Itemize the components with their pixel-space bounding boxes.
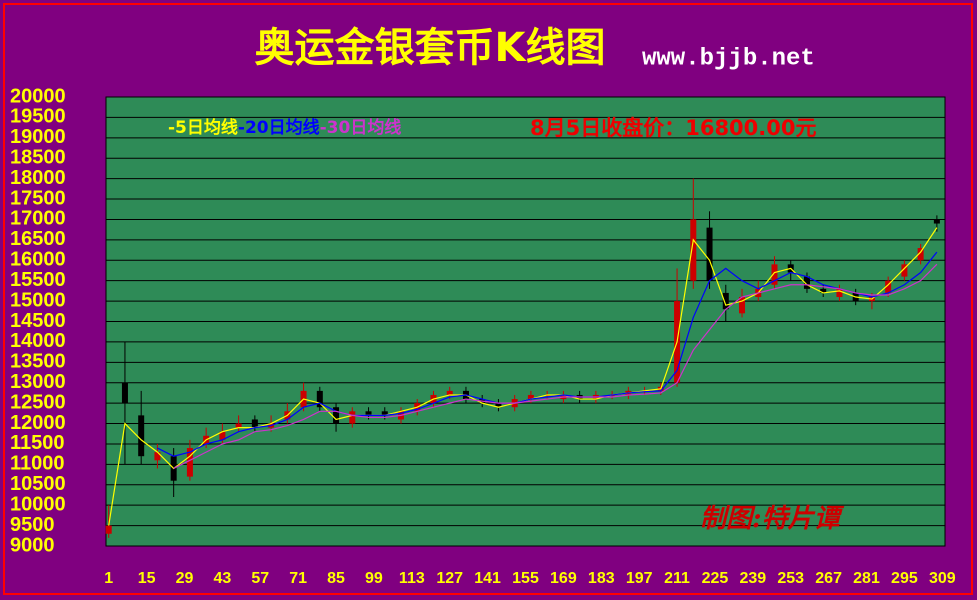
- annotation: 8月5日收盘价：16800.00元: [530, 116, 816, 140]
- candle-body: [803, 276, 810, 289]
- candle-body: [722, 292, 729, 310]
- y-tick-label: 19000: [10, 126, 66, 148]
- y-tick-label: 13000: [10, 371, 66, 393]
- x-tick-label: 15: [138, 570, 156, 587]
- y-tick-label: 15000: [10, 289, 66, 311]
- x-tick-label: 99: [365, 570, 383, 587]
- x-tick-label: 43: [213, 570, 231, 587]
- candle-body: [771, 264, 778, 285]
- y-tick-label: 14000: [10, 330, 66, 352]
- candle-body: [495, 403, 502, 408]
- y-tick-label: 17000: [10, 208, 66, 230]
- source: www.bjjb.net: [642, 45, 815, 72]
- x-tick-label: 267: [815, 570, 842, 587]
- y-tick-label: 14500: [10, 310, 66, 332]
- candle-body: [917, 248, 924, 261]
- candle-body: [186, 448, 193, 477]
- candle-body: [219, 431, 226, 440]
- y-tick-label: 18000: [10, 167, 66, 189]
- ma-line: [157, 251, 938, 457]
- x-tick-label: 71: [289, 570, 307, 587]
- ma-line: [173, 263, 938, 469]
- x-tick-label: 57: [251, 570, 269, 587]
- y-tick-label: 16500: [10, 228, 66, 250]
- legend-entry: -20日均线: [238, 117, 320, 138]
- y-tick-label: 18500: [10, 147, 66, 169]
- candle-body: [933, 219, 940, 224]
- y-tick-label: 12000: [10, 412, 66, 434]
- candle-body: [527, 394, 534, 400]
- candle-body: [121, 382, 128, 404]
- y-tick-label: 12500: [10, 391, 66, 413]
- candle-body: [885, 280, 892, 293]
- candle-body: [251, 419, 258, 428]
- candle-body: [316, 390, 323, 408]
- x-tick-label: 295: [891, 570, 918, 587]
- y-tick-label: 20000: [10, 85, 66, 107]
- candle-body: [105, 525, 112, 534]
- candle-body: [381, 411, 388, 416]
- candle-body: [349, 411, 356, 424]
- candle-body: [235, 423, 242, 428]
- chart-title: 奥运金银套币K线图: [255, 25, 606, 71]
- x-tick-label: 85: [327, 570, 345, 587]
- candle-body: [138, 415, 145, 457]
- candle-body: [446, 390, 453, 395]
- x-tick-label: 197: [626, 570, 653, 587]
- x-tick-label: 253: [777, 570, 804, 587]
- x-tick-label: 113: [399, 570, 425, 587]
- candle-body: [820, 288, 827, 293]
- y-tick-label: 16000: [10, 249, 66, 271]
- candle-body: [901, 264, 908, 277]
- x-tick-label: 183: [588, 570, 615, 587]
- legend-entry: -30日均线: [320, 117, 402, 138]
- candle-body: [739, 297, 746, 314]
- candle-body: [690, 219, 697, 281]
- candle-body: [154, 452, 161, 461]
- y-tick-label: 10500: [10, 473, 66, 495]
- candle-body: [333, 407, 340, 424]
- y-tick-label: 9000: [10, 534, 55, 556]
- x-tick-label: 141: [474, 570, 501, 587]
- legend-entry: -5日均线: [168, 117, 238, 138]
- x-tick-label: 127: [436, 570, 463, 587]
- x-tick-label: 309: [929, 570, 956, 587]
- y-tick-label: 10000: [10, 493, 66, 515]
- y-tick-label: 11000: [10, 453, 65, 475]
- candle-body: [836, 288, 843, 298]
- x-tick-label: 155: [512, 570, 539, 587]
- x-tick-label: 239: [739, 570, 766, 587]
- y-tick-label: 9500: [10, 514, 55, 536]
- x-tick-label: 225: [702, 570, 729, 587]
- x-tick-label: 211: [664, 570, 690, 587]
- candle-body: [706, 227, 713, 281]
- y-tick-label: 11500: [10, 432, 65, 454]
- x-tick-label: 169: [550, 570, 577, 587]
- x-tick-label: 1: [104, 570, 113, 587]
- y-tick-label: 19500: [10, 106, 66, 128]
- x-tick-label: 281: [853, 570, 880, 587]
- x-tick-label: 29: [176, 570, 194, 587]
- candle-body: [365, 411, 372, 416]
- credit: 制图:特片谭: [700, 504, 845, 534]
- y-tick-label: 13500: [10, 351, 66, 373]
- y-tick-label: 17500: [10, 187, 66, 209]
- y-tick-label: 15500: [10, 269, 66, 291]
